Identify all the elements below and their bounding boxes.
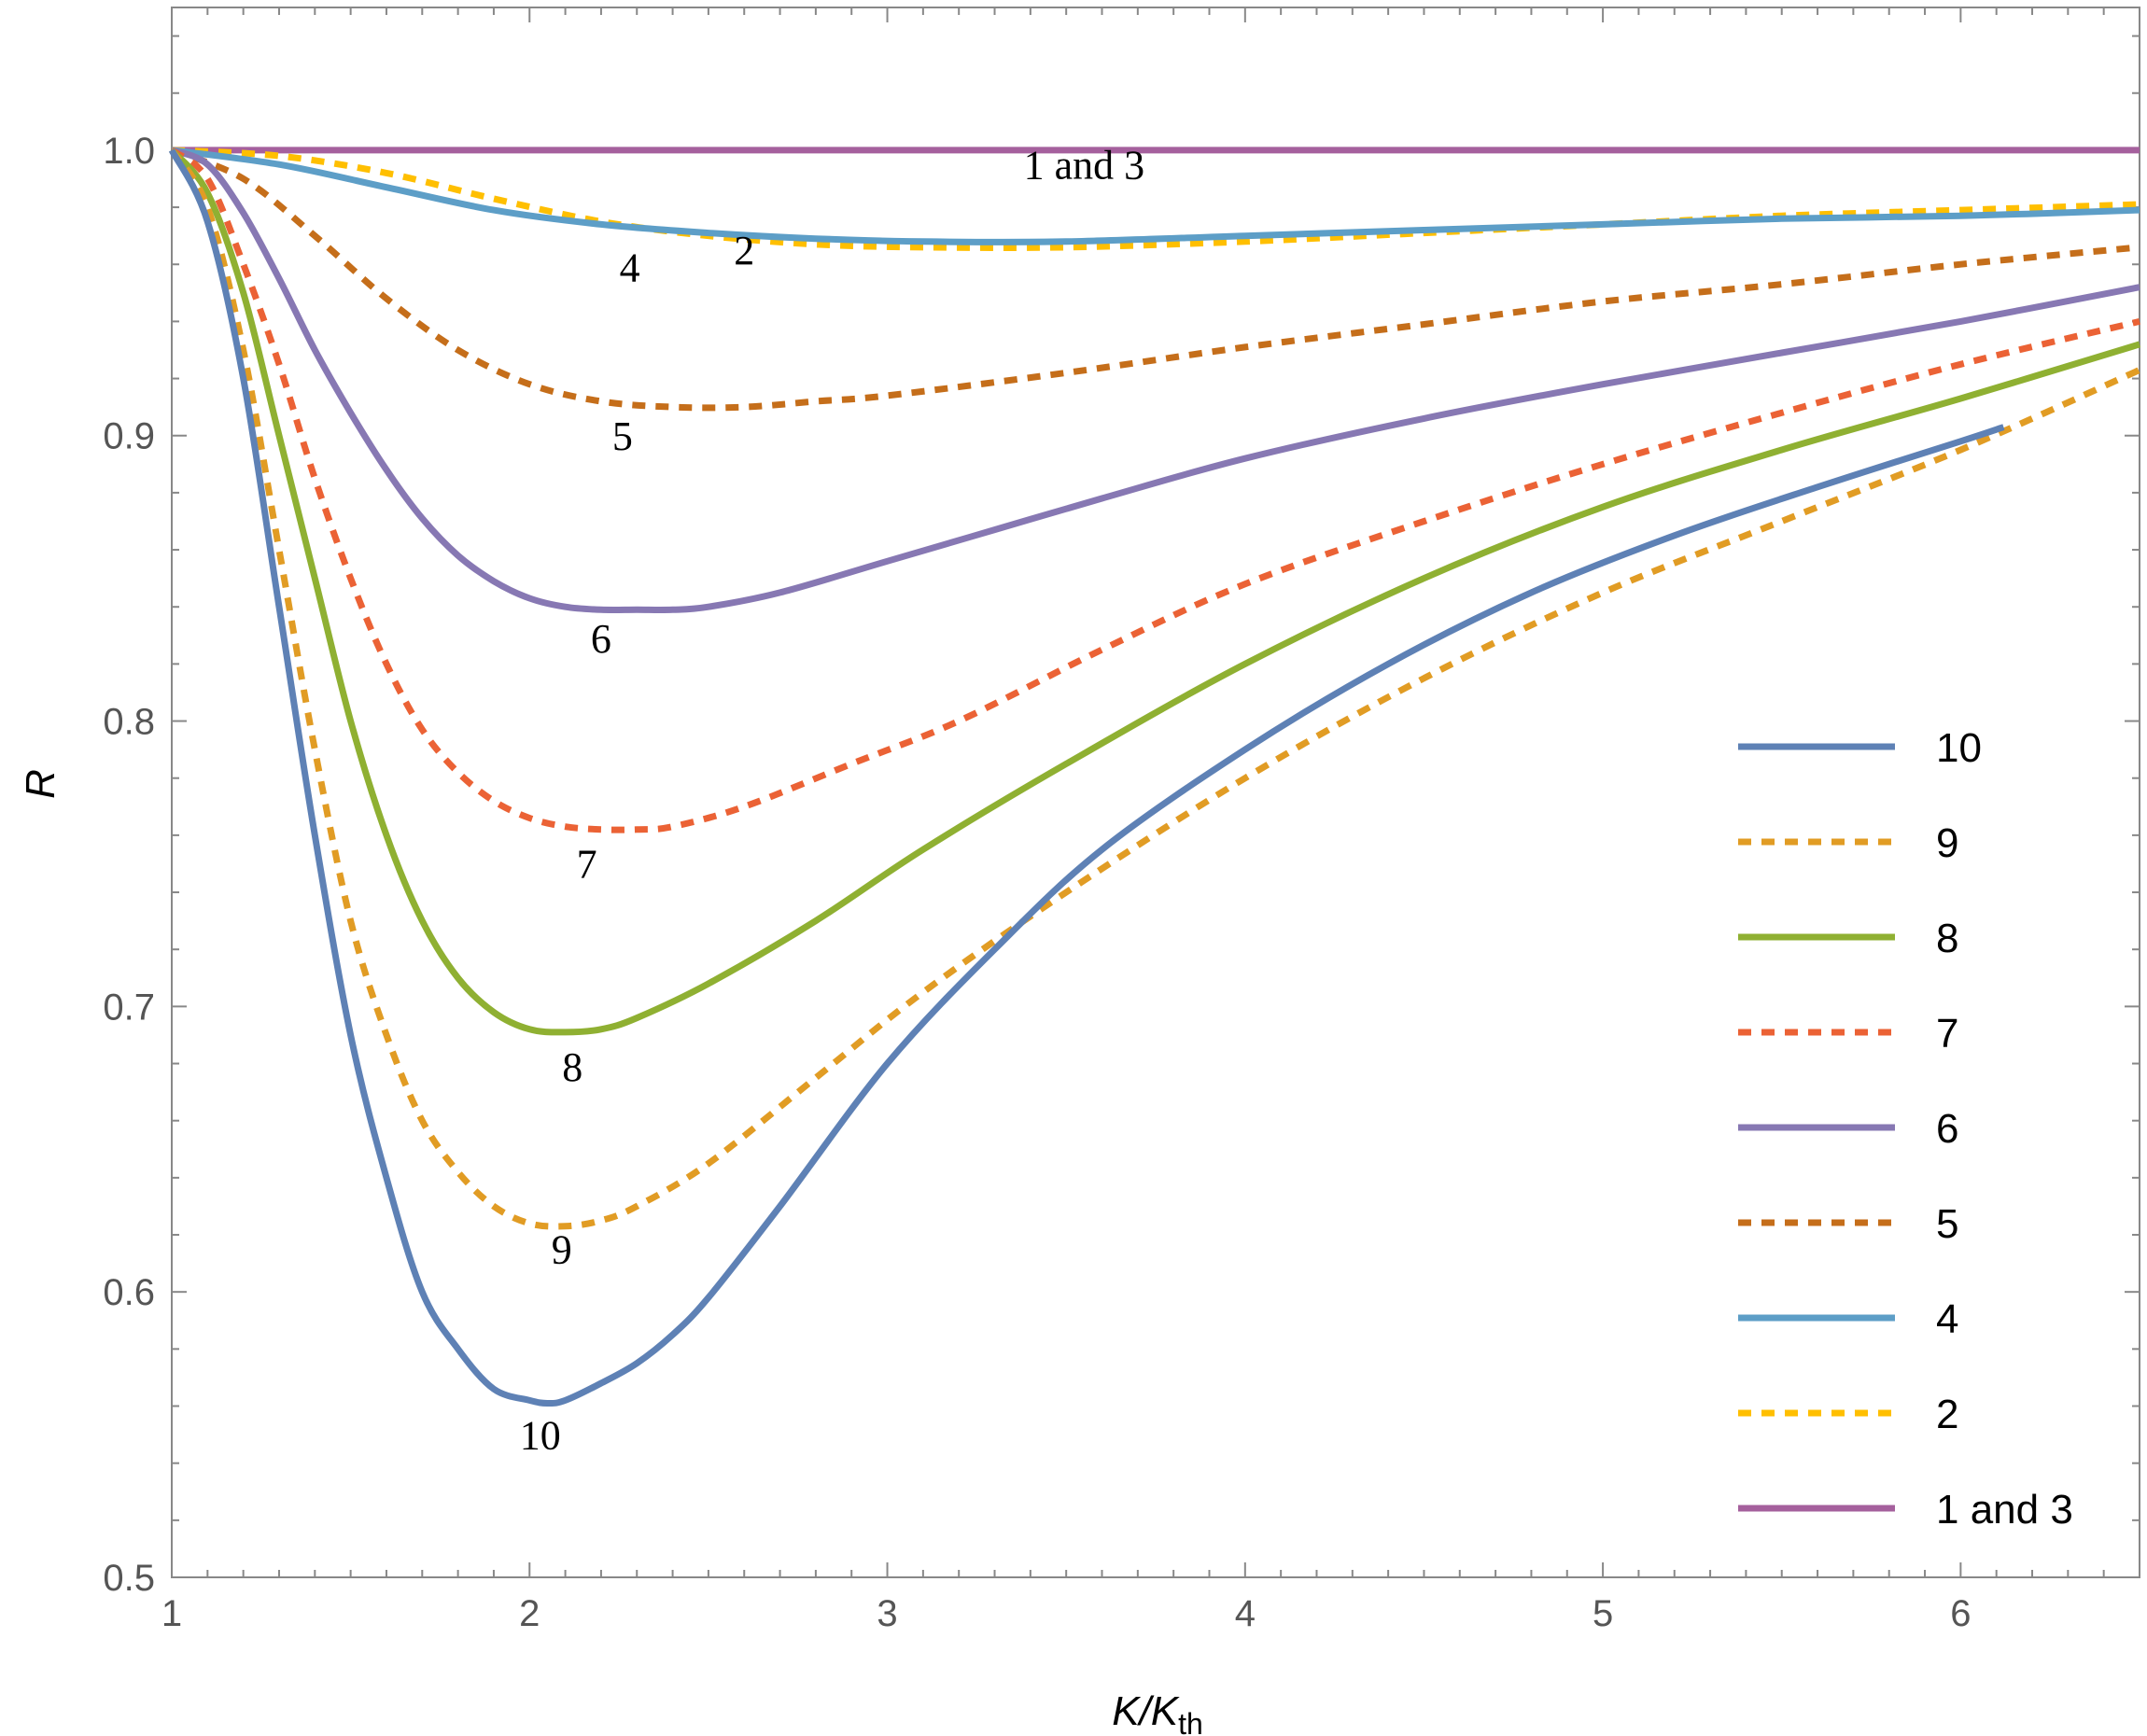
x-tick-labels: 1 2 3 4 5 6 xyxy=(161,1593,1972,1634)
series-line-7 xyxy=(169,147,2140,833)
curve-label-4: 4 xyxy=(620,245,640,291)
x-axis-title-main: K/K xyxy=(1112,1688,1180,1734)
x-tick-label: 6 xyxy=(1950,1593,1971,1634)
curve-label-5: 5 xyxy=(612,413,633,459)
curve-annotations: 1 and 3 2 4 5 6 7 8 9 10 xyxy=(520,142,1144,1458)
curve-label-8: 8 xyxy=(562,1044,582,1090)
x-tick-label: 5 xyxy=(1593,1593,1613,1634)
series-line-4 xyxy=(171,147,2140,245)
x-tick-label: 2 xyxy=(519,1593,540,1634)
x-axis-title: K/Kth xyxy=(1112,1688,1203,1736)
legend-label-5: 5 xyxy=(1936,1201,1958,1247)
series-line-10 xyxy=(168,148,2005,1407)
x-tick-label: 1 xyxy=(161,1593,182,1634)
y-tick-label: 1.0 xyxy=(103,131,155,172)
legend-label-2: 2 xyxy=(1936,1392,1958,1437)
curve-label-6: 6 xyxy=(591,616,611,662)
y-tick-label: 0.8 xyxy=(103,702,155,743)
curve-label-7: 7 xyxy=(577,842,597,888)
legend-label-6: 6 xyxy=(1936,1106,1958,1152)
legend-label-8: 8 xyxy=(1936,916,1958,961)
x-tick-label: 3 xyxy=(877,1593,897,1634)
series-line-9 xyxy=(169,147,2141,1230)
y-axis-title: R xyxy=(18,769,63,799)
series-line-5 xyxy=(170,147,2140,412)
y-tick-label: 0.9 xyxy=(103,416,155,457)
x-axis-title-subscript: th xyxy=(1178,1707,1203,1736)
legend-label-10: 10 xyxy=(1936,725,1982,771)
series-lines xyxy=(168,147,2141,1407)
legend-label-7: 7 xyxy=(1936,1011,1958,1057)
curve-label-1-and-3: 1 and 3 xyxy=(1024,142,1145,188)
legend: 10 9 8 7 6 5 4 2 1 and 3 xyxy=(1738,725,2073,1533)
legend-label-1-and-3: 1 and 3 xyxy=(1936,1487,2073,1533)
curve-label-9: 9 xyxy=(552,1227,572,1273)
series-line-6 xyxy=(170,147,2140,614)
y-tick-label: 0.6 xyxy=(103,1272,155,1313)
series-line-8 xyxy=(169,147,2141,1036)
plot-area-border xyxy=(171,7,2140,1578)
legend-label-9: 9 xyxy=(1936,820,1958,866)
x-tick-label: 4 xyxy=(1235,1593,1256,1634)
curve-label-2: 2 xyxy=(734,228,754,273)
y-tick-labels: 0.5 0.6 0.7 0.8 0.9 1.0 xyxy=(103,131,155,1599)
series-line-2 xyxy=(171,147,2140,251)
axis-ticks xyxy=(171,7,2140,1578)
y-tick-label: 0.5 xyxy=(103,1558,155,1599)
y-tick-label: 0.7 xyxy=(103,987,155,1028)
plot-frame xyxy=(171,7,2140,1578)
legend-label-4: 4 xyxy=(1936,1296,1958,1342)
curve-label-10: 10 xyxy=(520,1412,561,1458)
